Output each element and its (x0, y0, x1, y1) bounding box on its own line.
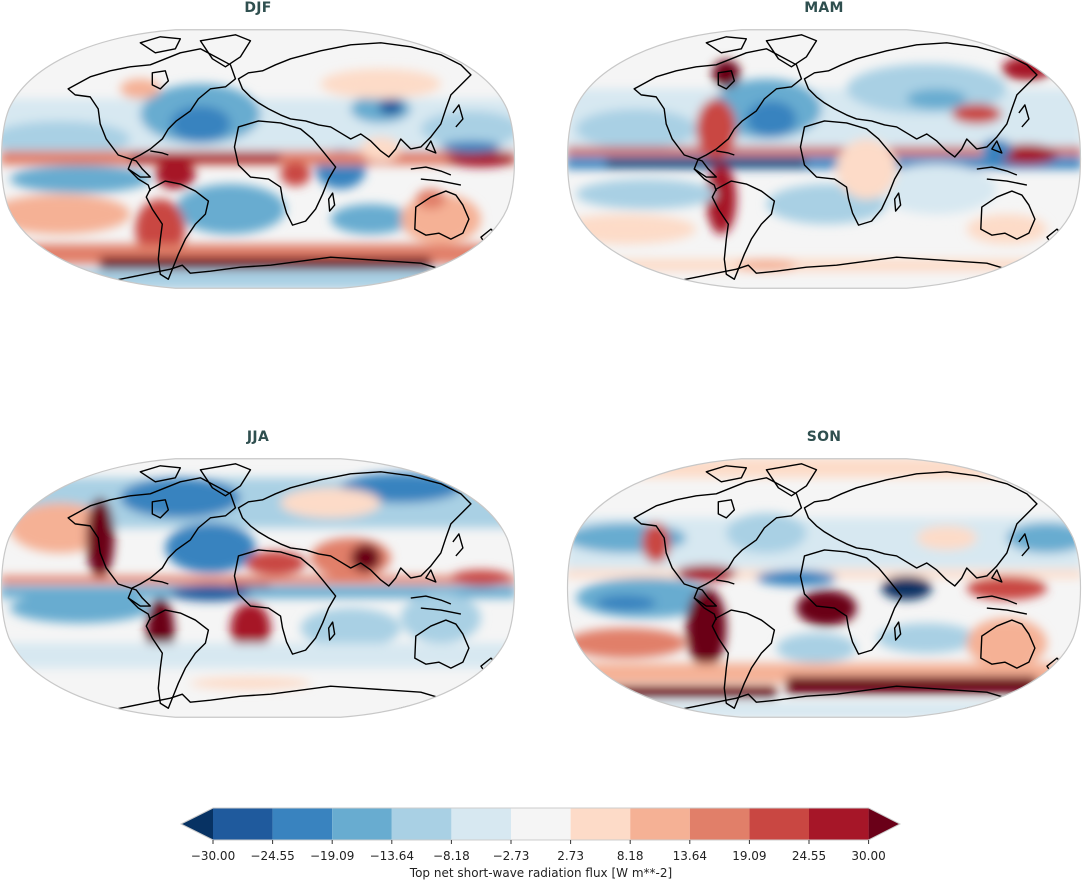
panel-title-jja: JJA (246, 429, 270, 445)
colorbar-tick-label: −24.55 (250, 849, 295, 863)
colorbar-tick-label: 24.55 (791, 849, 827, 863)
colorbar-caption: Top net short-wave radiation flux [W m**… (409, 866, 673, 880)
colorbar-tick-label: −30.00 (190, 849, 236, 863)
colorbar-tick-label: −2.73 (492, 849, 530, 863)
map-jja (0, 458, 516, 718)
panel-mam: MAM (566, 0, 1082, 290)
panel-title-son: SON (806, 429, 842, 445)
panel-jja: JJA (0, 429, 516, 719)
colorbar-tick-label: 2.73 (557, 849, 584, 863)
panel-title-mam: MAM (804, 0, 844, 16)
colorbar-tick-label: −8.18 (433, 849, 470, 863)
map-son (566, 458, 1082, 718)
panel-djf: DJF (0, 0, 516, 290)
map-djf (0, 29, 516, 289)
colorbar-tick-label: 19.09 (732, 849, 767, 863)
colorbar-tick-label: 8.18 (616, 849, 644, 863)
panel-title-djf: DJF (244, 0, 272, 16)
colorbar-tick-label: 13.64 (672, 849, 707, 863)
map-mam (566, 29, 1082, 289)
panel-son: SON (566, 429, 1082, 719)
colorbar-tick-label: −13.64 (369, 849, 415, 863)
colorbar-gradient (179, 807, 902, 844)
colorbar-tick-label: 30.00 (851, 849, 886, 863)
colorbar-tick-label: −19.09 (309, 849, 355, 863)
colorbar: −30.00 −24.55 −19.09 −13.64 −8.18 −2.73 … (0, 800, 1082, 883)
